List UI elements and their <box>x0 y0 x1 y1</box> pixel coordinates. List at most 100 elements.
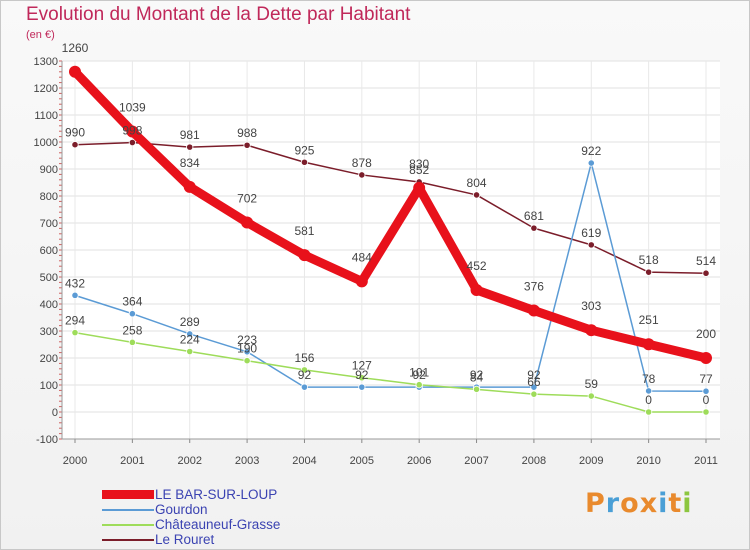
data-label: 364 <box>122 295 142 309</box>
data-point <box>702 387 710 395</box>
data-point <box>472 191 481 199</box>
data-point <box>298 249 311 262</box>
y-tick-label: 700 <box>40 218 58 230</box>
legend-label: LE BAR-SUR-LOUP <box>155 487 278 502</box>
data-point <box>530 390 538 398</box>
data-point <box>71 329 79 337</box>
data-label: 484 <box>352 250 372 264</box>
x-tick-label: 2005 <box>350 455 374 467</box>
data-label: 77 <box>699 372 713 386</box>
data-label: 156 <box>294 351 314 365</box>
data-label: 92 <box>413 368 427 382</box>
data-label: 804 <box>467 176 487 190</box>
data-point <box>128 310 136 318</box>
x-tick-label: 2002 <box>177 455 201 467</box>
y-tick-label: 400 <box>40 299 58 311</box>
data-point <box>702 269 710 277</box>
proxiti-logo: Proxiti <box>585 488 693 519</box>
data-label: 92 <box>527 368 541 382</box>
data-point <box>642 338 655 351</box>
y-tick-label: -100 <box>36 434 58 446</box>
logo-letter: P <box>585 488 606 519</box>
data-label: 702 <box>237 191 257 205</box>
data-point <box>355 275 368 288</box>
data-label: 223 <box>237 333 257 347</box>
data-point <box>587 159 595 167</box>
x-tick-label: 2008 <box>522 455 546 467</box>
x-tick-label: 2007 <box>464 455 488 467</box>
data-label: 101 <box>409 366 429 380</box>
data-point <box>186 347 194 356</box>
data-point <box>645 408 653 416</box>
data-point <box>69 65 81 78</box>
data-point <box>585 324 598 337</box>
data-point <box>186 143 194 151</box>
data-label: 518 <box>639 253 659 267</box>
x-tick-label: 2001 <box>120 455 144 467</box>
data-label: 376 <box>524 279 544 293</box>
data-label: 127 <box>352 359 372 373</box>
data-label: 922 <box>581 144 601 158</box>
data-label: 66 <box>527 375 541 389</box>
data-label: 988 <box>237 126 257 140</box>
series-line <box>74 141 707 274</box>
y-tick-label: 900 <box>40 164 58 176</box>
data-label: 224 <box>180 333 200 347</box>
x-tick-label: 2006 <box>407 455 431 467</box>
y-tick-label: 1200 <box>34 83 58 95</box>
data-point <box>358 383 366 391</box>
x-tick-label: 2000 <box>63 455 87 467</box>
data-label: 289 <box>180 315 200 329</box>
data-point <box>470 283 483 296</box>
data-label: 84 <box>470 370 484 384</box>
y-tick-label: 1000 <box>34 137 58 149</box>
logo-letter: t <box>668 488 683 519</box>
y-tick-label: 300 <box>40 326 58 338</box>
logo-letter: r <box>605 488 621 519</box>
y-tick-label: 200 <box>40 353 58 365</box>
y-tick-label: 1100 <box>34 110 58 122</box>
logo-letter: i <box>682 488 693 519</box>
data-point <box>71 291 79 299</box>
data-point <box>645 268 653 276</box>
data-label: 294 <box>65 314 85 328</box>
data-point <box>186 330 194 338</box>
series-line <box>74 162 707 392</box>
logo-letter: o <box>620 488 640 519</box>
legend-label: Châteauneuf-Grasse <box>155 517 281 532</box>
data-point <box>527 304 540 317</box>
data-label: 92 <box>355 368 369 382</box>
data-label: 998 <box>122 124 142 138</box>
data-label: 1260 <box>62 41 89 55</box>
data-label: 830 <box>409 157 429 171</box>
data-label: 92 <box>470 368 484 382</box>
data-label: 200 <box>696 327 716 341</box>
legend-swatch <box>102 509 154 511</box>
data-label: 251 <box>639 313 659 327</box>
x-tick-label: 2010 <box>636 455 660 467</box>
data-point <box>243 348 251 356</box>
data-point <box>530 383 538 391</box>
data-point <box>128 138 136 147</box>
x-tick-label: 2011 <box>694 455 718 467</box>
legend-swatch <box>102 539 154 541</box>
data-label: 59 <box>585 377 599 391</box>
data-point <box>300 383 309 391</box>
data-point <box>300 158 309 166</box>
data-label: 581 <box>294 224 314 238</box>
data-point <box>530 224 538 232</box>
data-label: 514 <box>696 254 716 268</box>
data-point <box>415 381 423 389</box>
data-label: 190 <box>237 342 257 356</box>
logo-letter: x <box>639 488 659 519</box>
series-line <box>74 331 707 413</box>
data-point <box>71 141 79 149</box>
data-point <box>702 408 710 416</box>
data-label: 925 <box>294 143 314 157</box>
data-label: 1039 <box>119 100 146 114</box>
x-tick-label: 2003 <box>235 455 259 467</box>
data-label: 852 <box>409 163 429 177</box>
data-label: 0 <box>645 393 652 407</box>
data-point <box>700 352 712 364</box>
